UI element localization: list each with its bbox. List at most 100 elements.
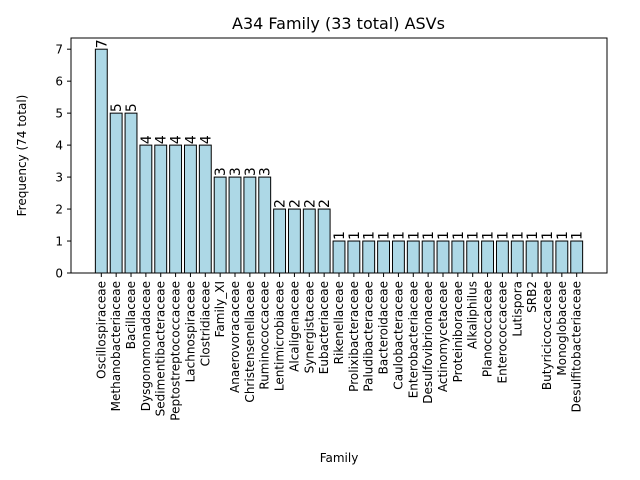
- x-tick-label: Paludibacteraceae: [362, 281, 376, 392]
- bar: [481, 240, 495, 274]
- x-axis-label: Family: [320, 451, 359, 465]
- bar-value-label: 3: [213, 167, 229, 176]
- bar: [169, 144, 183, 274]
- x-tick-label: Lachnospiraceae: [183, 281, 197, 382]
- bar: [510, 240, 524, 274]
- bar: [466, 240, 480, 274]
- bar-value-label: 1: [570, 231, 586, 240]
- x-tick-label: Anaerovoracaceae: [228, 281, 242, 393]
- x-tick-label: Methanobacteriaceae: [109, 281, 123, 411]
- x-tick-label: Sedimentibacteraceae: [154, 281, 168, 416]
- bar-value-label: 1: [495, 231, 511, 240]
- x-tick-label: Peptostreptococcaceae: [169, 281, 183, 421]
- bar-value-label: 5: [124, 103, 140, 112]
- bar-value-label: 1: [525, 231, 541, 240]
- y-tick-label: 6: [55, 75, 63, 89]
- y-tick-label: 5: [55, 107, 63, 121]
- plot-frame: [70, 37, 608, 274]
- bar-value-label: 1: [421, 231, 437, 240]
- bar-value-label: 1: [362, 231, 378, 240]
- x-tick-label: Alkaliphilus: [466, 281, 480, 349]
- y-tick-label: 2: [55, 203, 63, 217]
- bar: [570, 240, 584, 274]
- x-tick-label: Butyricicoccaceae: [540, 281, 554, 390]
- bar: [540, 240, 554, 274]
- bar-value-label: 4: [169, 135, 185, 144]
- x-tick-label: Rikenellaceae: [332, 281, 346, 364]
- x-tick-label: Christensenellaceae: [243, 281, 257, 403]
- bar: [302, 208, 316, 274]
- x-tick-label: Planococcaceae: [481, 281, 495, 377]
- y-tick-label: 4: [55, 139, 63, 153]
- bar-value-label: 1: [451, 231, 467, 240]
- bar: [495, 240, 509, 274]
- bar-value-label: 2: [302, 199, 318, 208]
- y-tick-label: 3: [55, 171, 63, 185]
- y-tick-label: 7: [55, 43, 63, 57]
- bar: [391, 240, 405, 274]
- x-tick-label: Lentimicrobiaceae: [273, 281, 287, 391]
- bar: [243, 176, 257, 274]
- bar-value-label: 2: [287, 199, 303, 208]
- bar: [451, 240, 465, 274]
- bar: [287, 208, 301, 274]
- x-tick-label: Enterococcaceae: [495, 281, 509, 384]
- x-tick-label: Bacillaceae: [124, 281, 138, 349]
- bar-value-label: 1: [436, 231, 452, 240]
- bar-value-label: 1: [510, 231, 526, 240]
- bar: [213, 176, 227, 274]
- bar-value-label: 1: [466, 231, 482, 240]
- bar-value-label: 3: [258, 167, 274, 176]
- bar-value-label: 3: [228, 167, 244, 176]
- x-tick-label: Alcaligenaceae: [287, 281, 301, 372]
- bar: [94, 48, 108, 274]
- bar: [406, 240, 420, 274]
- bars-group: [94, 48, 584, 274]
- x-tick-label: Lutispora: [510, 281, 524, 337]
- bar: [109, 112, 123, 274]
- bar: [183, 144, 197, 274]
- bar-value-label: 4: [183, 135, 199, 144]
- x-tick-label: Synergistaceae: [302, 281, 316, 373]
- bar: [525, 240, 539, 274]
- x-axis: Oscillospiraceae Methanobacteriaceae Bacil…: [94, 273, 584, 421]
- x-tick-label: Clostridiaceae: [198, 281, 212, 366]
- bar: [362, 240, 376, 274]
- x-tick-label: Oscillospiraceae: [94, 281, 108, 379]
- x-tick-label: Dysgonomonadaceae: [139, 281, 153, 411]
- bar-value-label: 1: [332, 231, 348, 240]
- x-tick-label: SRB2: [525, 281, 539, 313]
- bar-value-label: 1: [540, 231, 556, 240]
- bar: [228, 176, 242, 274]
- bar-value-label: 5: [109, 103, 125, 112]
- x-tick-label: Desulfovibrionaceae: [421, 281, 435, 404]
- bar: [258, 176, 272, 274]
- bar: [377, 240, 391, 274]
- bar-value-label: 1: [406, 231, 422, 240]
- x-tick-label: Monoglobaceae: [555, 281, 569, 376]
- x-tick-label: Proteiniboraceae: [451, 281, 465, 382]
- bar: [332, 240, 346, 274]
- bar-value-label: 1: [391, 231, 407, 240]
- bar: [347, 240, 361, 274]
- y-axis-label: Frequency (74 total): [15, 95, 29, 217]
- bar: [124, 112, 138, 274]
- x-tick-label: Caulobacteraceae: [391, 281, 405, 390]
- bar-value-label: 4: [198, 135, 214, 144]
- y-axis: 0 1 2 3 4 5 6 7: [55, 43, 71, 281]
- bar: [436, 240, 450, 274]
- bar: [555, 240, 569, 274]
- x-tick-label: Desulfitobacteriaceae: [570, 281, 584, 412]
- bar: [198, 144, 212, 274]
- bar: [154, 144, 168, 274]
- y-tick-label: 1: [55, 235, 63, 249]
- bar: [317, 208, 331, 274]
- bar: [139, 144, 153, 274]
- x-tick-label: Enterobacteriaceae: [406, 281, 420, 398]
- x-tick-label: Family_XI: [213, 281, 227, 337]
- x-tick-label: Actinomycetaceae: [436, 281, 450, 392]
- x-tick-label: Eubacteriaceae: [317, 281, 331, 374]
